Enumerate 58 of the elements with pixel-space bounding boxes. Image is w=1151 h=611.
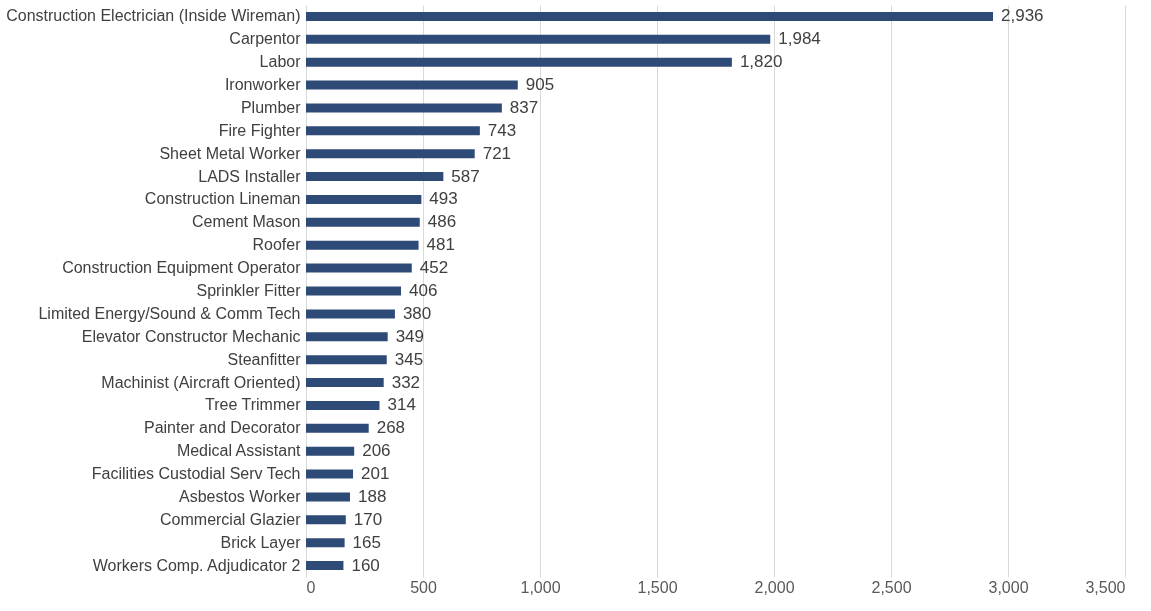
data-label: 1,984	[778, 29, 821, 49]
data-label: 206	[362, 441, 391, 461]
data-label: 905	[525, 75, 555, 95]
data-label: 188	[357, 486, 387, 506]
x-tick-label: 3,500	[1085, 578, 1126, 596]
data-label: 493	[429, 189, 458, 209]
y-tick-label: LADS Installer	[198, 167, 302, 185]
y-tick-label: Limited Energy/Sound & Comm Tech	[38, 304, 301, 322]
data-label: 587	[451, 166, 480, 186]
x-tick-label: 1,000	[520, 578, 561, 596]
y-tick-label: Carpentor	[229, 30, 302, 48]
y-tick-label: Ironworker	[224, 76, 302, 94]
data-label: 201	[361, 464, 390, 484]
data-label: 486	[427, 212, 457, 232]
data-label: 345	[394, 349, 424, 369]
y-tick-label: Labor	[259, 53, 302, 71]
data-label: 837	[509, 97, 539, 117]
data-label: 170	[353, 509, 383, 529]
y-tick-label: Construction Lineman	[144, 190, 301, 208]
data-label: 1,820	[739, 52, 783, 72]
y-tick-label: Roofer	[252, 236, 302, 254]
y-tick-label: Sheet Metal Worker	[159, 144, 302, 162]
data-label: 481	[426, 235, 455, 255]
data-label: 380	[402, 303, 432, 323]
data-label: 160	[351, 555, 380, 575]
y-tick-label: Medical Assistant	[176, 442, 302, 460]
data-label: 332	[391, 372, 421, 392]
y-tick-label: Elevator Constructor Mechanic	[81, 327, 301, 345]
x-tick-label: 3,000	[988, 578, 1029, 596]
data-label: 165	[352, 532, 381, 552]
data-label: 2,936	[1001, 6, 1044, 26]
y-tick-label: Machinist (Aircraft Oriented)	[101, 373, 301, 391]
x-tick-label: 0	[306, 578, 316, 596]
y-tick-label: Workers Comp. Adjudicator 2	[92, 556, 301, 574]
y-tick-label: Construction Electrician (Inside Wireman)	[6, 7, 301, 25]
y-tick-label: Painter and Decorator	[143, 419, 302, 437]
y-tick-label: Tree Trimmer	[205, 396, 302, 414]
y-tick-label: Facilities Custodial Serv Tech	[91, 465, 301, 483]
data-label: 349	[395, 326, 425, 346]
data-label: 268	[376, 418, 406, 438]
data-label: 314	[387, 395, 416, 415]
y-tick-label: Steanfitter	[227, 350, 302, 368]
x-tick-label: 500	[410, 578, 437, 596]
data-label: 721	[482, 143, 512, 163]
y-tick-label: Plumber	[240, 98, 302, 116]
x-tick-label: 2,000	[754, 578, 795, 596]
y-tick-label: Commercial Glazier	[160, 510, 302, 528]
y-tick-label: Construction Equipment Operator	[62, 259, 302, 277]
data-label: 406	[409, 281, 438, 300]
x-tick-label: 2,500	[871, 578, 912, 596]
y-tick-label: Fire Fighter	[218, 121, 302, 139]
x-tick-label: 1,500	[637, 578, 678, 596]
y-tick-label: Cement Mason	[192, 213, 301, 231]
y-tick-label: Brick Layer	[220, 533, 302, 551]
data-label: 452	[419, 258, 449, 278]
y-tick-label: Asbestos Worker	[178, 487, 302, 505]
y-tick-label: Sprinkler Fitter	[196, 282, 302, 299]
data-label: 743	[487, 120, 517, 140]
